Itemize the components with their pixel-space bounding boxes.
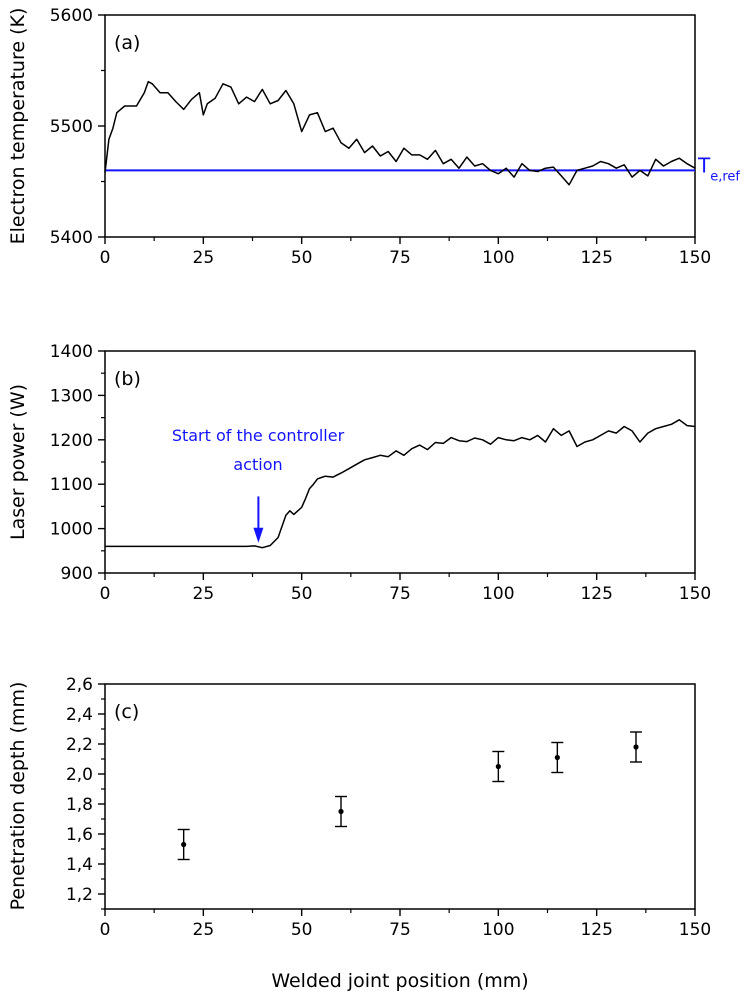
panel-b-frame [104,350,696,574]
panel-b-x-tick-label: 25 [193,584,215,604]
panel-b-x-tick-label: 0 [100,584,111,604]
panel-c-y-tick-label: 2,6 [66,675,93,695]
panel-b-label: (b) [114,368,141,390]
annotation-arrow-head [253,527,264,543]
panel-b-y-tick-label: 1200 [50,431,93,451]
panel-a-y-axis-title: Electron temperature (K) [7,8,29,245]
panel-c-y-tick-label: 1,4 [66,855,93,875]
panel-c-y-tick-label: 2,0 [66,765,93,785]
panel-c-y-tick-label: 1,2 [66,885,93,905]
panel-c-y-tick-label: 1,6 [66,825,93,845]
panel-a-label: (a) [114,32,140,54]
panel-a-x-tick-label: 100 [482,248,514,268]
panel-c-label: (c) [114,701,139,723]
data-point [495,763,501,770]
panel-b-x-tick-label: 150 [679,584,711,604]
panel-b-x-tick-label: 75 [389,584,411,604]
panel-a-y-tick-label: 5400 [50,228,93,248]
panel-c-y-tick-label: 2,2 [66,735,93,755]
data-point [181,841,187,848]
panel-c-x-tick-label: 125 [580,920,612,940]
panel-a-x-tick-label: 125 [580,248,612,268]
panel-b-y-axis-title: Laser power (W) [7,384,29,540]
reference-label: Te,ref [697,153,740,184]
reference-label-subscript: e,ref [710,169,740,184]
panel-b-series-line [105,419,696,549]
panel-c-y-tick-label: 2,4 [66,705,93,725]
annotation-text: action [233,455,282,474]
panel-c-frame [104,683,696,910]
panel-c-x-tick-label: 0 [100,920,111,940]
panel-a-x-tick-label: 75 [389,248,411,268]
panel-c-x-tick-label: 75 [389,920,411,940]
panel-a-y-tick-label: 5600 [50,6,93,26]
panel-c-x-tick-label: 150 [679,920,711,940]
panel-b-y-tick-label: 900 [61,564,93,584]
panel-c-x-tick-label: 50 [291,920,313,940]
annotation-text: Start of the controller [172,426,345,445]
panel-c-y-tick-label: 1,8 [66,795,93,815]
panel-c-x-tick-label: 25 [193,920,215,940]
panel-a-x-tick-label: 50 [291,248,313,268]
panel-a-x-tick-label: 150 [679,248,711,268]
panel-b-x-tick-label: 100 [482,584,514,604]
chart-panel-a: 0 25 50 75 100 125 150 5400 5500 5600 Electron tem… [7,6,740,268]
panel-a-frame [104,14,696,238]
panel-b-y-tick-label: 1100 [50,475,93,495]
panel-b-x-tick-label: 125 [580,584,612,604]
panel-b-y-tick-label: 1000 [50,520,93,540]
x-axis-title: Welded joint position (mm) [271,970,528,992]
panel-c-x-tick-label: 100 [482,920,514,940]
panel-a-y-tick-label: 5500 [50,117,93,137]
panel-b-y-tick-label: 1400 [50,342,93,362]
panel-c-y-axis-title: Penetration depth (mm) [7,682,29,911]
data-point [633,744,639,750]
chart-panel-b: 0 25 50 75 100 125 150 900 1000 1100 1200 1300 1400 L… [7,342,711,604]
data-point [338,808,344,815]
panel-b-y-tick-label: 1300 [50,386,93,406]
panel-b-x-tick-label: 50 [291,584,313,604]
chart-panel-c: 0 25 50 75 100 125 150 1,2 1,4 1,6 1,8 2,0 2,2 2,4 2,6… [7,675,711,940]
data-point [554,754,560,761]
panel-a-x-tick-label: 25 [193,248,215,268]
panel-a-x-tick-label: 0 [100,248,111,268]
panel-a-series-line [104,80,696,186]
